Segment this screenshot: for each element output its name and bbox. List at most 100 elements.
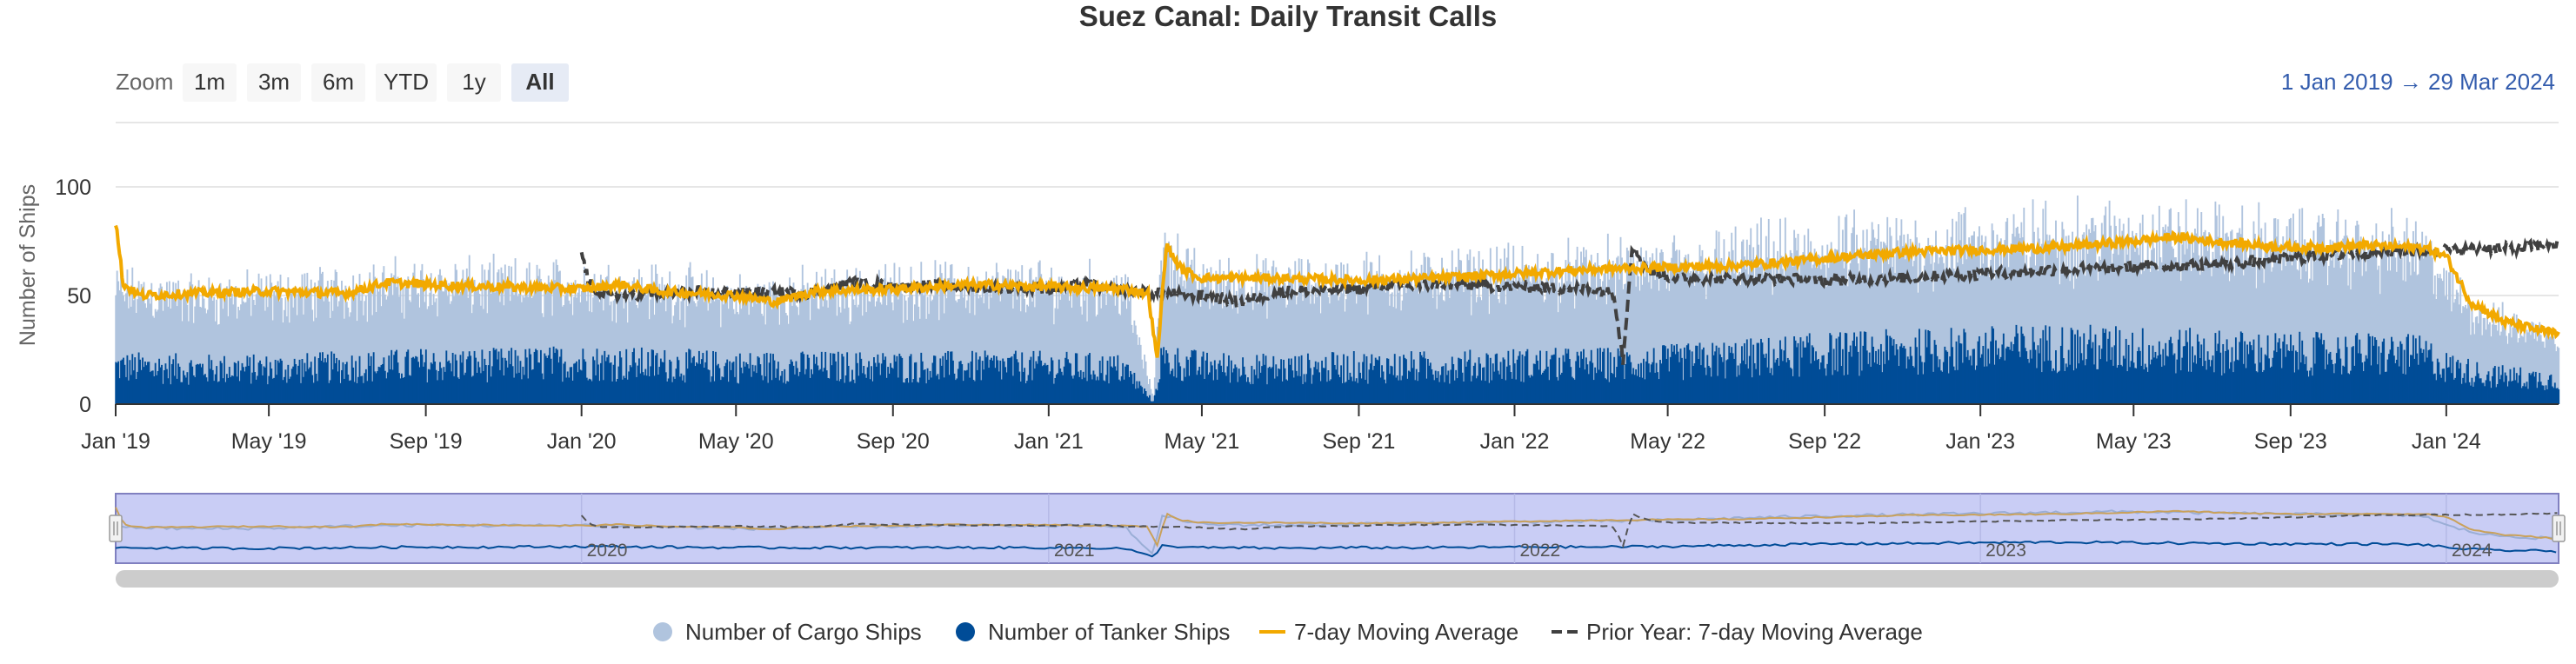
tanker-bar	[164, 363, 167, 404]
tanker-bar	[121, 359, 123, 404]
cargo-bar	[2395, 271, 2398, 360]
cargo-bar	[1401, 300, 1404, 376]
zoom-button-label[interactable]: 3m	[258, 69, 290, 95]
cargo-bar	[2338, 261, 2340, 349]
tanker-bar	[1692, 365, 1695, 404]
zoom-button-label[interactable]: 6m	[323, 69, 354, 95]
legend-label[interactable]: Number of Tanker Ships	[988, 619, 1230, 645]
cargo-bar	[1073, 293, 1076, 375]
cargo-bar	[206, 309, 209, 382]
cargo-bar	[983, 302, 985, 370]
tanker-bar	[1415, 369, 1418, 404]
cargo-bar	[2012, 233, 2013, 351]
cargo-bar	[2379, 294, 2381, 375]
cargo-bar	[2146, 262, 2148, 368]
tanker-bar	[204, 374, 206, 404]
tanker-bar	[2144, 363, 2146, 404]
tanker-bar	[184, 377, 187, 404]
zoom-button-bg[interactable]	[247, 63, 301, 102]
tanker-bar	[1685, 345, 1688, 404]
zoom-button-bg[interactable]	[311, 63, 365, 102]
legend-label[interactable]: Number of Cargo Ships	[685, 619, 922, 645]
cargo-bar	[2481, 335, 2484, 383]
tanker-bar	[2320, 333, 2323, 404]
legend-label[interactable]: 7-day Moving Average	[1294, 619, 1518, 645]
navigator-year-label: 2024	[2452, 541, 2493, 561]
tanker-bar	[214, 374, 217, 404]
tanker-bar	[176, 378, 178, 404]
cargo-bar	[1004, 290, 1007, 368]
tanker-bar	[1087, 355, 1090, 404]
cargo-bar	[2491, 324, 2493, 376]
cargo-bar	[1919, 253, 1922, 356]
tanker-bar	[1297, 375, 1299, 404]
legend-item[interactable]: 7-day Moving Average	[1259, 619, 1518, 645]
legend-item[interactable]: Number of Cargo Ships	[653, 619, 922, 645]
cargo-bar	[1799, 277, 1800, 377]
tanker-bar	[998, 371, 1000, 404]
navigator-handle-right[interactable]	[2552, 515, 2566, 542]
tanker-bar	[838, 381, 841, 404]
handle-grip[interactable]	[2552, 515, 2566, 542]
legend-label[interactable]: Prior Year: 7-day Moving Average	[1586, 619, 1923, 645]
tanker-bar	[1802, 341, 1805, 404]
cargo-bar	[1472, 256, 1475, 366]
tanker-bar	[218, 381, 221, 404]
tanker-bar	[1508, 365, 1511, 404]
cargo-bar	[1524, 264, 1526, 356]
scrollbar[interactable]	[116, 570, 2559, 588]
tanker-bar	[712, 350, 714, 404]
cargo-bar	[2246, 261, 2249, 345]
cargo-bar	[972, 288, 975, 381]
zoom-button-label[interactable]: 1y	[462, 69, 485, 95]
zoom-button-1m[interactable]: 1m	[183, 63, 237, 102]
cargo-bar	[1326, 291, 1328, 382]
tanker-bar	[2537, 382, 2539, 404]
navigator-selection[interactable]	[115, 493, 2559, 564]
cargo-bar	[1912, 266, 1914, 366]
cargo-bar	[277, 281, 279, 361]
cargo-bar	[1646, 261, 1649, 352]
zoom-button-bg[interactable]	[511, 63, 569, 102]
cargo-bar	[592, 297, 595, 357]
tanker-bar	[1941, 371, 1944, 404]
cargo-bar	[1826, 244, 1829, 364]
tanker-bar	[1341, 382, 1344, 404]
cargo-bar	[1305, 287, 1306, 382]
cargo-bar	[1292, 295, 1295, 378]
cargo-bar	[940, 273, 943, 366]
cargo-bar	[1183, 280, 1185, 369]
navigator-handle-left[interactable]	[109, 515, 123, 542]
cargo-bar	[2220, 257, 2223, 376]
navigator[interactable]: 2020 2021 2022 2023 2024	[109, 493, 2566, 588]
zoom-button-bg[interactable]	[183, 63, 237, 102]
zoom-button-3m[interactable]: 3m	[247, 63, 301, 102]
cargo-bar	[1748, 244, 1751, 356]
zoom-button-label[interactable]: 1m	[194, 69, 225, 95]
cargo-ships-series	[115, 195, 2560, 402]
zoom-button-bg[interactable]	[376, 63, 437, 102]
tanker-bar	[213, 381, 216, 404]
zoom-button-ytd[interactable]: YTD	[376, 63, 437, 102]
legend-item[interactable]: Prior Year: 7-day Moving Average	[1552, 619, 1923, 645]
zoom-button-label[interactable]: All	[525, 69, 554, 95]
zoom-button-all[interactable]: All	[511, 63, 569, 102]
date-range-text[interactable]: 1 Jan 2019 → 29 Mar 2024	[2281, 69, 2555, 95]
cargo-bar	[1710, 272, 1712, 377]
cargo-bar	[650, 299, 652, 367]
cargo-bar	[1131, 324, 1133, 375]
legend-item[interactable]: Number of Tanker Ships	[956, 619, 1230, 645]
cargo-bar	[1683, 257, 1685, 348]
cargo-bar	[427, 306, 430, 369]
tanker-bar	[957, 369, 959, 404]
zoom-button-label[interactable]: YTD	[384, 69, 429, 95]
tanker-bar	[2220, 375, 2223, 404]
tanker-bar	[2226, 339, 2228, 404]
zoom-button-1y[interactable]: 1y	[447, 63, 501, 102]
zoom-button-6m[interactable]: 6m	[311, 63, 365, 102]
zoom-button-bg[interactable]	[447, 63, 501, 102]
cargo-bar	[2143, 270, 2146, 370]
cargo-bar	[224, 292, 225, 356]
handle-grip[interactable]	[109, 515, 123, 542]
tanker-bar	[1919, 355, 1922, 404]
